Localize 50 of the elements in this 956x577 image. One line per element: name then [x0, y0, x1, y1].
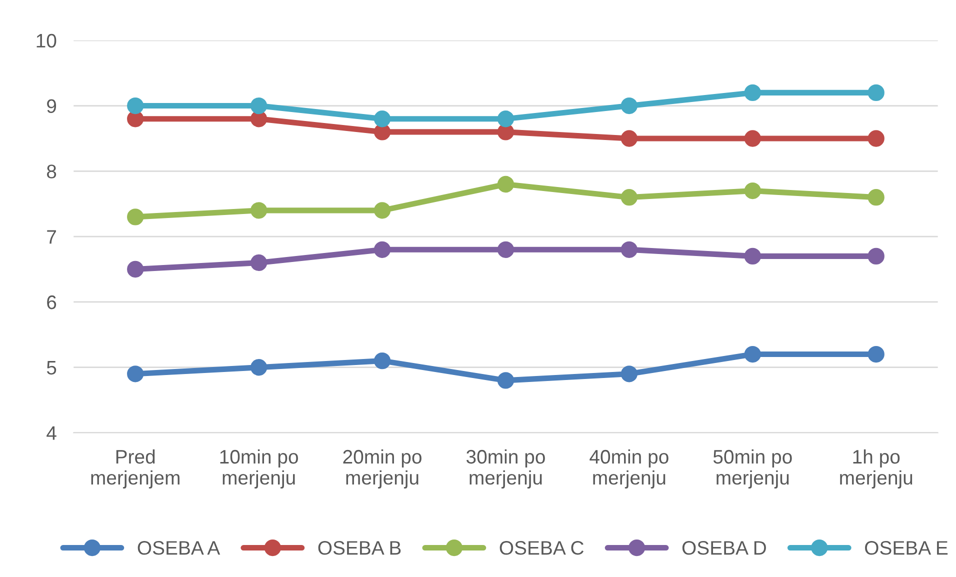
point [127, 97, 144, 114]
point [250, 97, 268, 114]
y-tick-label: 4 [46, 426, 56, 440]
x-tick-label: 20min po merjenju [343, 449, 422, 488]
point [868, 248, 884, 265]
legend-label: OSEBA E [865, 541, 948, 555]
point [127, 208, 144, 226]
point [868, 130, 884, 147]
point [497, 176, 514, 193]
y-tick-label: 5 [46, 361, 56, 375]
point [744, 84, 761, 102]
point [620, 97, 638, 114]
point [250, 202, 268, 219]
point [620, 189, 638, 206]
point [127, 260, 144, 278]
x-tick-label: 10min po merjenju [220, 449, 298, 488]
point [620, 130, 638, 147]
point [374, 202, 391, 219]
point [374, 241, 391, 258]
legend-label: OSEBA A [138, 541, 220, 555]
point [374, 110, 391, 128]
point [497, 241, 514, 258]
point [250, 359, 268, 376]
point [497, 372, 514, 389]
legend-label: OSEBA C [500, 541, 584, 555]
point [127, 366, 144, 382]
point [497, 110, 514, 128]
x-tick-label: Pred merjenjem [91, 449, 180, 488]
point [250, 254, 268, 272]
y-tick-label: 8 [46, 164, 56, 178]
point [744, 182, 761, 200]
legend-label: OSEBA B [318, 541, 401, 555]
point [620, 366, 638, 382]
x-tick-label: 1h po merjenju [840, 449, 912, 488]
y-tick-label: 6 [47, 295, 56, 310]
x-tick-label: 30min po merjenju [466, 449, 545, 488]
x-tick-label: 40min po merjenju [590, 449, 668, 488]
point [744, 130, 761, 147]
point [620, 241, 638, 258]
point [868, 189, 884, 206]
point [744, 346, 761, 363]
point [868, 84, 884, 102]
point [744, 248, 761, 265]
y-tick-label: 7 [47, 230, 56, 244]
y-tick-label: 10 [36, 34, 56, 48]
point [374, 352, 391, 370]
x-tick-label: 50min po merjenju [713, 449, 792, 488]
y-tick-label: 9 [47, 99, 56, 114]
point [868, 346, 884, 363]
legend-label: OSEBA D [682, 541, 766, 555]
